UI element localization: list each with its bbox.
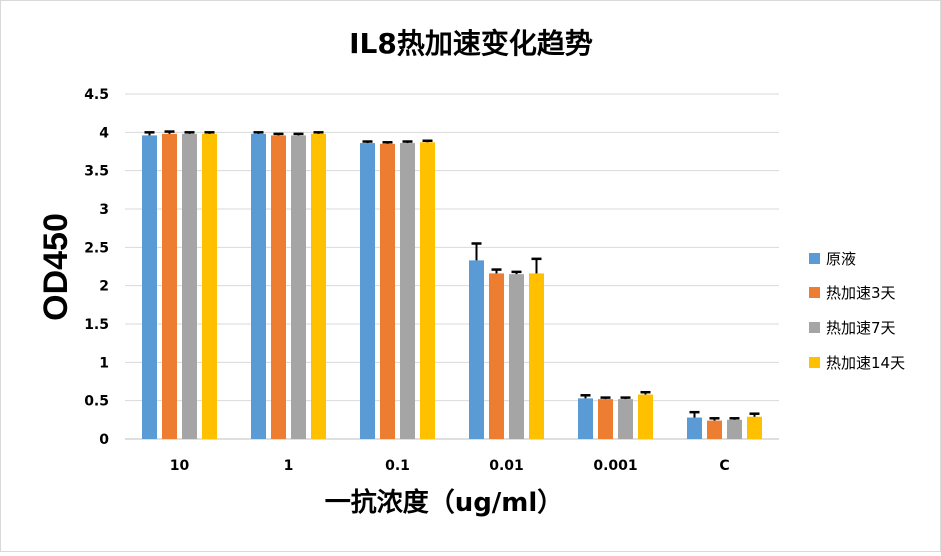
bar [380, 143, 395, 440]
bar [142, 135, 157, 439]
legend-swatch [809, 287, 820, 298]
bar [747, 416, 762, 439]
bar [598, 399, 613, 439]
y-tick-label: 1 [99, 355, 109, 371]
bar [707, 420, 722, 439]
x-axis-ticks: 10 1 0.1 0.01 0.001 C [170, 458, 730, 474]
bar [202, 133, 217, 439]
legend-label: 热加速7天 [826, 319, 896, 337]
bar [727, 419, 742, 439]
chart-title: IL8热加速变化趋势 [349, 27, 593, 60]
y-tick-label: 3.5 [84, 164, 109, 180]
bars [142, 133, 762, 440]
y-tick-label: 2 [99, 279, 109, 295]
bar [271, 135, 286, 439]
x-tick-label: 0.001 [593, 458, 637, 474]
y-axis-label: OD450 [37, 213, 75, 321]
bar [360, 143, 375, 440]
x-tick-label: 1 [284, 458, 294, 474]
x-tick-label: 0.01 [489, 458, 524, 474]
y-tick-label: 3 [99, 202, 109, 218]
bar [311, 133, 326, 439]
legend-label: 热加速14天 [826, 354, 905, 372]
x-axis-label: 一抗浓度（ug/ml） [325, 487, 564, 518]
legend-label: 热加速3天 [826, 284, 896, 302]
bar [529, 273, 544, 439]
bar [291, 135, 306, 439]
legend-swatch [809, 357, 820, 368]
bar [489, 273, 504, 439]
x-tick-label: 0.1 [385, 458, 410, 474]
y-axis-ticks: 0 0.5 1 1.5 2 2.5 3 3.5 4 4.5 [84, 87, 109, 448]
bar [638, 394, 653, 439]
x-tick-label: 10 [170, 458, 190, 474]
legend-label: 原液 [826, 250, 856, 268]
y-tick-label: 0.5 [84, 394, 109, 410]
error-bars [144, 130, 760, 421]
bar [182, 133, 197, 439]
bar [618, 399, 633, 439]
bar [251, 133, 266, 439]
legend-swatch [809, 253, 820, 264]
x-tick-label: C [719, 458, 729, 474]
y-tick-label: 0 [99, 432, 109, 448]
bar [469, 260, 484, 439]
bar [509, 274, 524, 439]
bar [578, 398, 593, 439]
bar [400, 143, 415, 440]
y-tick-label: 1.5 [84, 317, 109, 333]
y-tick-label: 4 [99, 125, 109, 141]
bar [420, 142, 435, 440]
gridlines [125, 93, 779, 440]
y-tick-label: 4.5 [84, 87, 109, 103]
bar [162, 133, 177, 439]
y-tick-label: 2.5 [84, 240, 109, 256]
legend-swatch [809, 322, 820, 333]
bar [687, 417, 702, 439]
